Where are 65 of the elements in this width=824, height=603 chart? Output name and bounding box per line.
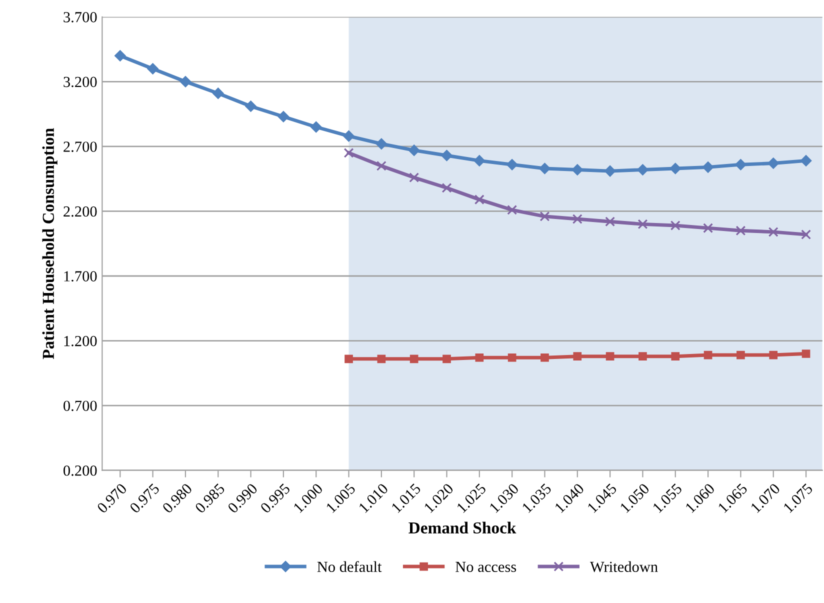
point: [802, 350, 810, 358]
point: [310, 121, 322, 133]
x-axis-title: Demand Shock: [408, 522, 516, 534]
point: [800, 155, 812, 166]
point: [702, 162, 714, 173]
y-tick-label: 1.200: [64, 336, 97, 346]
point: [245, 100, 256, 112]
point: [606, 352, 614, 360]
point: [508, 353, 516, 362]
point: [704, 350, 712, 360]
point: [670, 220, 680, 230]
point: [376, 138, 388, 150]
y-tick-label: 3.700: [64, 12, 97, 22]
point: [637, 164, 648, 176]
point: [736, 350, 745, 360]
point: [540, 353, 549, 362]
legend-label: No default: [317, 561, 382, 572]
point: [408, 144, 420, 156]
point: [212, 88, 224, 99]
y-axis-title: Patient Household Consumption: [42, 128, 58, 360]
point: [540, 211, 550, 222]
y-tick-label: 0.700: [64, 400, 97, 412]
point: [409, 172, 420, 183]
point: [638, 352, 647, 360]
point: [474, 194, 484, 205]
point: [180, 76, 192, 88]
point: [638, 219, 648, 230]
y-tick-label: 0.200: [64, 465, 97, 476]
point: [671, 352, 680, 360]
point: [572, 214, 582, 224]
point: [410, 354, 418, 364]
legend-label: No access: [456, 562, 516, 572]
point: [475, 353, 484, 362]
point: [147, 63, 158, 74]
point: [605, 216, 616, 227]
legend-label: Writedown: [590, 561, 658, 572]
point: [604, 165, 616, 177]
point: [572, 164, 583, 176]
point: [474, 155, 486, 166]
point: [506, 158, 518, 170]
point: [278, 111, 290, 122]
point: [736, 226, 746, 236]
point: [539, 162, 550, 174]
point: [376, 160, 386, 171]
point: [344, 354, 353, 364]
point: [573, 352, 582, 360]
point: [114, 50, 126, 62]
y-tick-label: 2.200: [64, 206, 97, 217]
point: [377, 354, 386, 364]
point: [735, 158, 746, 170]
y-tick-label: 1.700: [64, 271, 97, 282]
point: [442, 182, 452, 193]
point: [344, 148, 354, 158]
point: [768, 158, 779, 169]
y-tick-label: 3.200: [64, 76, 97, 88]
point: [769, 350, 778, 360]
point: [670, 162, 681, 174]
point: [801, 230, 812, 240]
point: [343, 130, 354, 142]
point: [703, 223, 714, 234]
y-tick-label: 2.700: [64, 142, 97, 152]
point: [768, 226, 778, 237]
point: [442, 354, 451, 364]
point: [507, 204, 518, 215]
point: [441, 150, 452, 162]
